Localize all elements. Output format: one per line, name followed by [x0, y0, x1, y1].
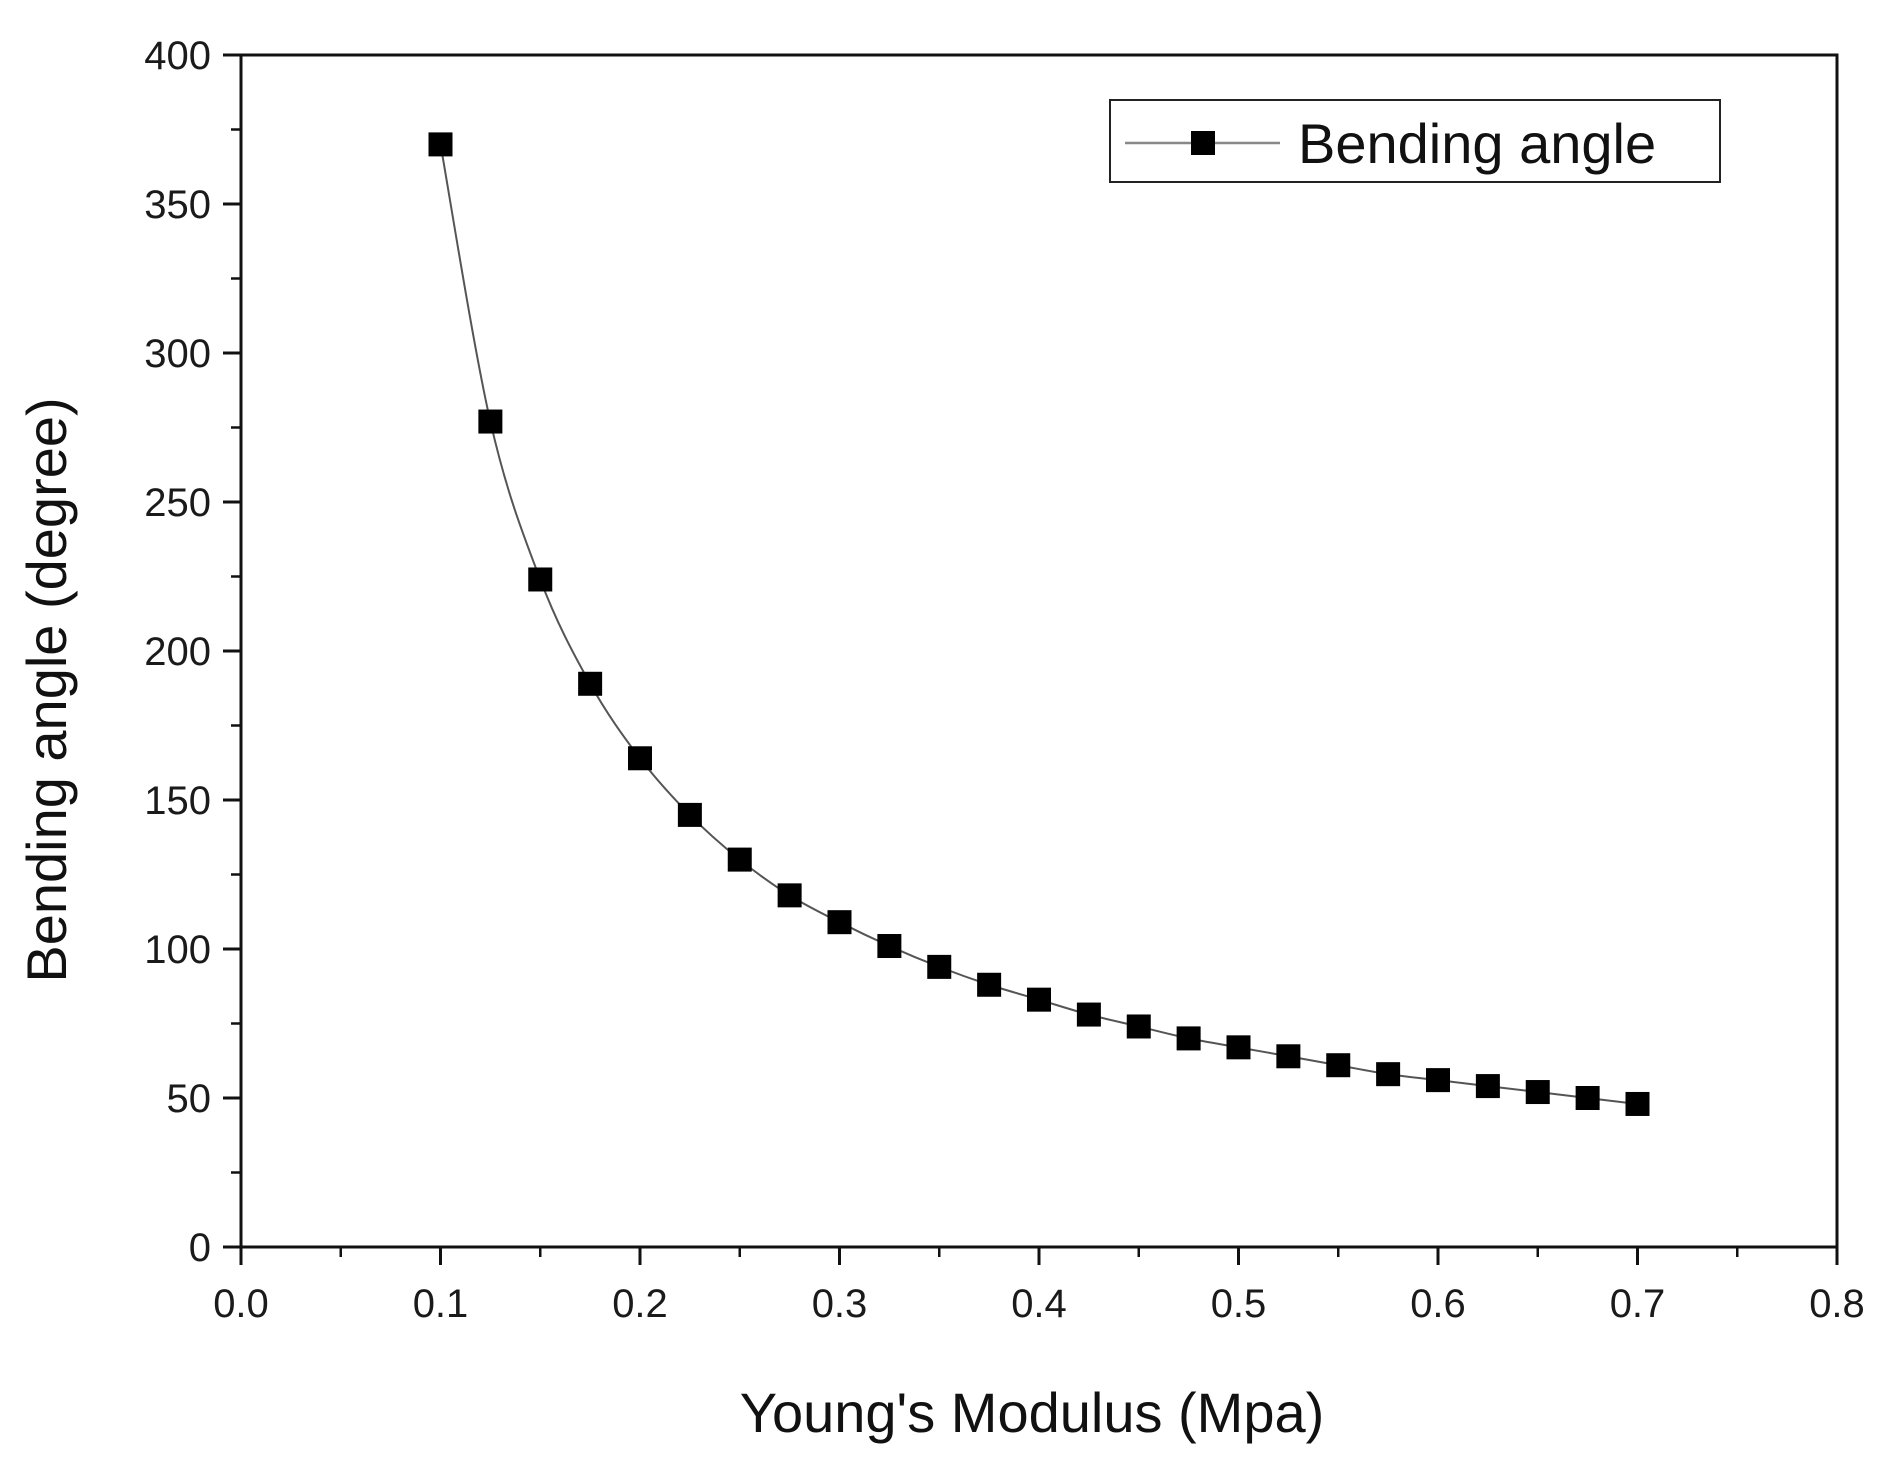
data-point — [478, 409, 503, 434]
data-point — [1426, 1068, 1450, 1093]
y-tick-label: 250 — [144, 481, 211, 525]
x-tick-label: 0.4 — [1011, 1282, 1067, 1326]
axes — [239, 53, 1839, 1249]
data-point — [1076, 1002, 1101, 1027]
x-tick-label: 0.2 — [612, 1282, 668, 1326]
y-tick-label: 200 — [144, 630, 211, 674]
x-tick-label: 0.7 — [1610, 1282, 1666, 1326]
data-point — [727, 847, 752, 872]
data-point — [1625, 1091, 1650, 1116]
data-point — [1525, 1080, 1550, 1105]
data-point — [1326, 1053, 1351, 1078]
x-tick-label: 0.6 — [1410, 1282, 1466, 1326]
data-point — [1276, 1044, 1301, 1069]
series-line — [439, 144, 1638, 1105]
data-point — [528, 567, 553, 592]
plot-frame — [239, 53, 1839, 1249]
x-tick-label: 0.8 — [1809, 1282, 1865, 1326]
ticks: 0.0 0.1 0.2 0.3 0.4 0.5 0.6 0.7 0.8 0 50 100 150 200 2… — [144, 34, 1865, 1326]
data-point — [877, 934, 902, 959]
x-tick-label: 0.3 — [812, 1282, 868, 1326]
x-tick-label: 0.5 — [1211, 1282, 1267, 1326]
data-point — [1176, 1026, 1201, 1051]
legend-label: Bending angle — [1298, 112, 1656, 175]
data-point — [578, 671, 603, 696]
data-point — [1376, 1062, 1401, 1087]
data-point — [827, 910, 852, 935]
y-tick-label: 300 — [144, 332, 211, 376]
data-point — [777, 883, 802, 908]
data-point — [1575, 1086, 1600, 1110]
data-point — [677, 802, 702, 827]
data-point — [977, 972, 1002, 997]
data-point — [628, 746, 652, 771]
data-series — [428, 132, 1650, 1116]
y-tick-label: 350 — [144, 183, 211, 227]
y-axis-title: Bending angle (degree) — [15, 397, 78, 982]
y-tick-label: 150 — [144, 779, 211, 823]
data-point — [1475, 1074, 1500, 1099]
y-tick-label: 100 — [144, 928, 211, 972]
data-point — [428, 132, 453, 157]
y-tick-label: 0 — [189, 1226, 211, 1270]
data-point — [927, 954, 952, 979]
x-tick-label: 0.1 — [413, 1282, 469, 1326]
y-tick-label: 400 — [144, 34, 211, 78]
x-tick-label: 0.0 — [213, 1282, 269, 1326]
legend-marker-sample — [1191, 131, 1215, 155]
x-axis-title: Young's Modulus (Mpa) — [740, 1381, 1325, 1444]
y-tick-label: 50 — [167, 1077, 212, 1121]
data-point — [1226, 1035, 1251, 1060]
data-point — [1027, 987, 1051, 1012]
data-point — [1126, 1014, 1151, 1039]
legend: Bending angle — [1109, 99, 1721, 183]
